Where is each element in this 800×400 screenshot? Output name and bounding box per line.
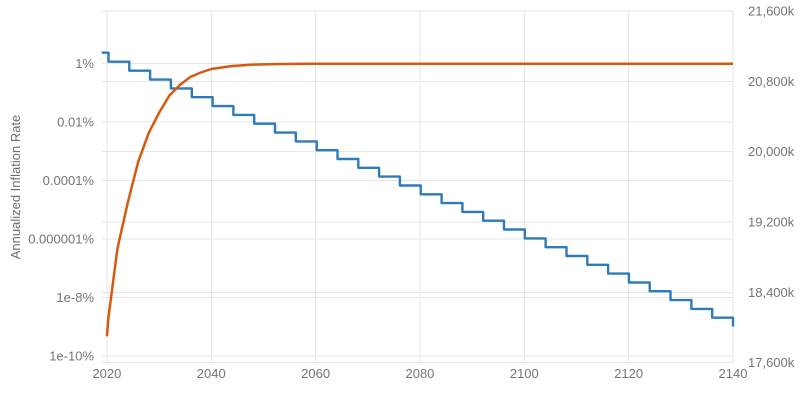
- left-tick-label: 1%: [75, 56, 94, 71]
- x-tick-label: 2080: [405, 366, 434, 381]
- left-axis-tick-labels: 1% 0.01% 0.0001% 0.000001% 1e-8% 1e-10%: [28, 56, 94, 364]
- x-tick-label: 2060: [301, 366, 330, 381]
- right-tick-label: 19,200k: [748, 215, 795, 230]
- x-tick-label: 2140: [719, 366, 748, 381]
- right-axis-tick-labels: 21,600k 20,800k 20,000k 19,200k 18,400k 17,60…: [748, 4, 795, 371]
- inflation-rate-step-line: [101, 51, 735, 327]
- right-axis-gridlines: [101, 10, 733, 364]
- right-tick-label: 17,600k: [748, 355, 795, 370]
- left-tick-label: 0.01%: [57, 114, 94, 129]
- right-tick-label: 21,600k: [748, 4, 795, 19]
- left-axis-gridlines: [101, 62, 733, 357]
- left-tick-label: 0.0001%: [43, 173, 95, 188]
- left-tick-label: 1e-10%: [49, 349, 94, 364]
- right-tick-label: 20,800k: [748, 74, 795, 89]
- x-axis-tick-labels: 2020 2040 2060 2080 2100 2120 2140: [92, 366, 747, 381]
- right-tick-label: 20,000k: [748, 144, 795, 159]
- right-tick-label: 18,400k: [748, 285, 795, 300]
- left-tick-label: 1e-8%: [56, 290, 94, 305]
- left-tick-label: 0.000001%: [28, 232, 94, 247]
- left-axis-title: Annualized Inflation Rate: [8, 115, 23, 260]
- x-tick-label: 2100: [510, 366, 539, 381]
- x-tick-label: 2120: [614, 366, 643, 381]
- x-tick-label: 2020: [92, 366, 121, 381]
- x-tick-label: 2040: [197, 366, 226, 381]
- total-supply-line: [105, 62, 733, 337]
